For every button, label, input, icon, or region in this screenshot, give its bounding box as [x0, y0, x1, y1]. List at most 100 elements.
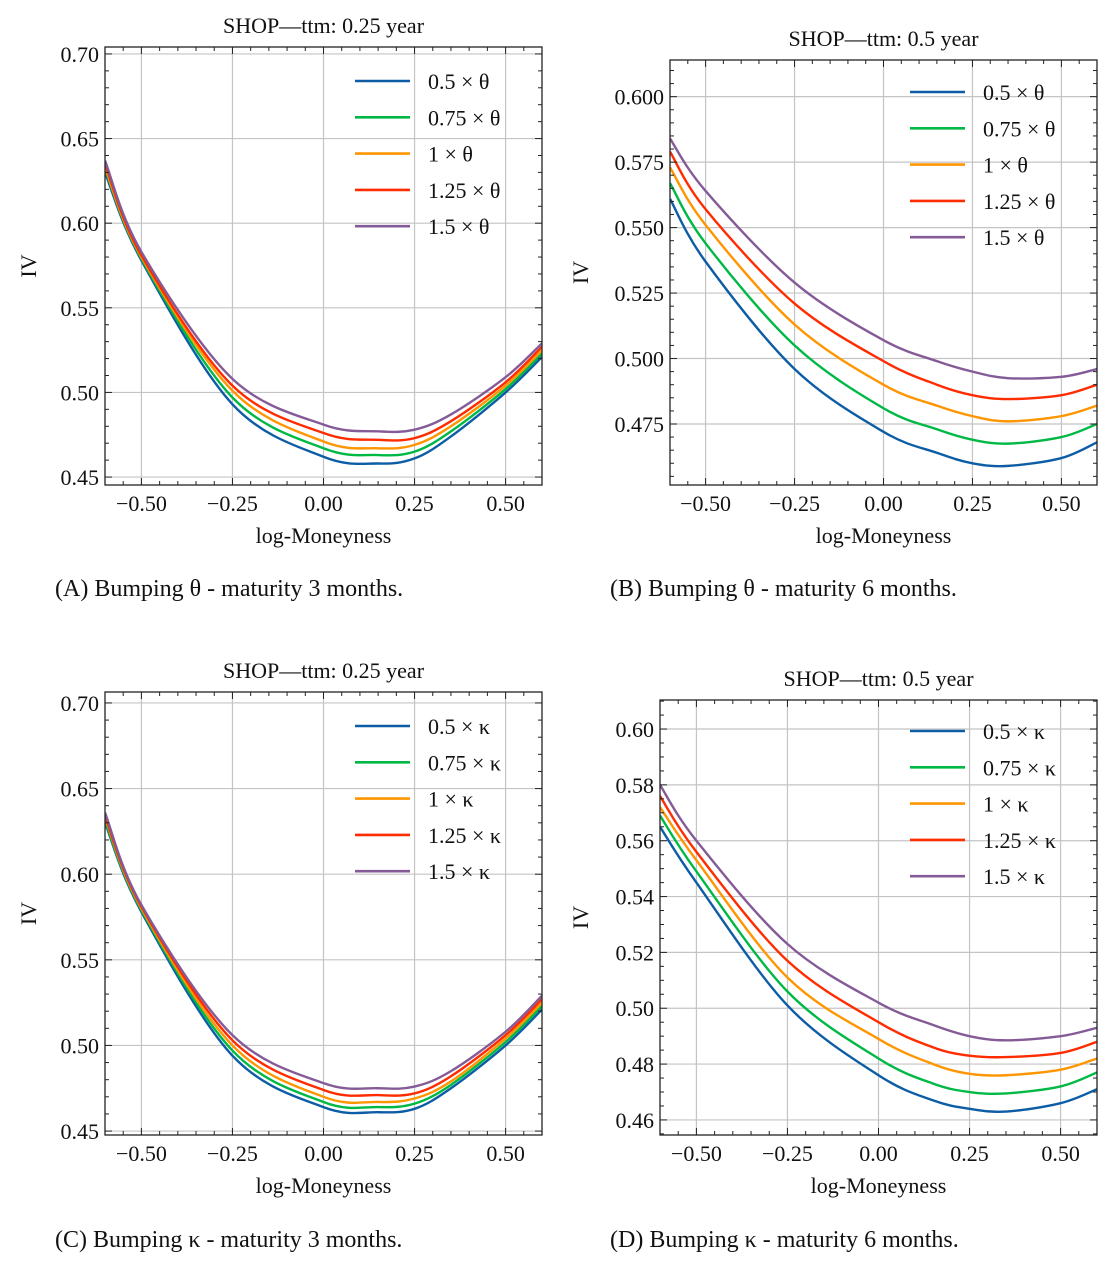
legend-label: 1.5 × θ — [983, 225, 1044, 250]
legend-label: 1.25 × θ — [983, 189, 1055, 214]
chart-title: SHOP—ttm: 0.25 year — [223, 658, 425, 683]
caption-text: Bumping θ - maturity 6 months. — [648, 576, 957, 602]
y-tick-label: 0.48 — [616, 1052, 655, 1077]
chart-title: SHOP—ttm: 0.25 year — [223, 13, 425, 38]
caption-d: (D) Bumping κ - maturity 6 months. — [610, 1227, 959, 1254]
x-tick-label: −0.25 — [207, 1141, 258, 1166]
legend-label: 0.75 × κ — [983, 755, 1056, 780]
caption-text: Bumping κ - maturity 6 months. — [649, 1227, 959, 1253]
legend-label: 1 × κ — [428, 787, 474, 812]
y-tick-label: 0.70 — [61, 691, 100, 716]
series-line-3 — [660, 806, 1097, 1077]
x-tick-label: −0.25 — [769, 491, 820, 516]
y-tick-label: 0.56 — [616, 829, 655, 854]
x-tick-label: 0.25 — [953, 491, 992, 516]
legend-label: 1.25 × κ — [983, 828, 1056, 853]
legend-label: 1 × κ — [983, 792, 1029, 817]
x-tick-label: 0.00 — [859, 1141, 898, 1166]
x-axis-label: log-Moneyness — [256, 523, 392, 548]
y-axis-label: IV — [568, 906, 593, 929]
x-tick-label: 0.00 — [304, 491, 343, 516]
legend-label: 0.75 × κ — [428, 750, 501, 775]
x-tick-label: 0.50 — [486, 1141, 525, 1166]
caption-label: (B) — [610, 576, 642, 602]
series-line-2 — [660, 814, 1097, 1096]
x-tick-label: −0.25 — [762, 1141, 813, 1166]
chart-panel-a: −0.50 −0.25 0.00 0.25 0.50 0.45 0.50 0.55 0.60 0.… — [16, 13, 543, 548]
x-tick-label: −0.50 — [671, 1141, 722, 1166]
caption-c: (C) Bumping κ - maturity 3 months. — [55, 1227, 402, 1254]
legend-label: 1.5 × θ — [428, 214, 489, 239]
caption-b: (B) Bumping θ - maturity 6 months. — [610, 576, 957, 603]
y-tick-label: 0.600 — [615, 85, 665, 110]
legend-label: 1.25 × θ — [428, 178, 500, 203]
series-line-5 — [670, 137, 1097, 380]
y-tick-label: 0.65 — [61, 127, 100, 152]
y-tick-label: 0.50 — [616, 996, 655, 1021]
y-tick-label: 0.60 — [61, 211, 100, 236]
caption-text: Bumping κ - maturity 3 months. — [93, 1227, 403, 1253]
series-line-4 — [660, 795, 1097, 1059]
x-tick-label: 0.25 — [950, 1141, 989, 1166]
x-axis-label: log-Moneyness — [811, 1173, 947, 1198]
y-tick-label: 0.58 — [616, 773, 655, 798]
caption-a: (A) Bumping θ - maturity 3 months. — [55, 576, 403, 603]
x-tick-label: 0.00 — [304, 1141, 343, 1166]
y-tick-label: 0.55 — [61, 948, 100, 973]
legend-label: 1 × θ — [428, 142, 473, 167]
chart-title: SHOP—ttm: 0.5 year — [783, 666, 974, 691]
y-axis-label: IV — [16, 902, 41, 925]
caption-label: (A) — [55, 576, 89, 602]
x-tick-label: 0.25 — [395, 1141, 434, 1166]
chart-panel-c: −0.50 −0.25 0.00 0.25 0.50 0.45 0.50 0.55 0.60 0.… — [16, 658, 543, 1198]
series-line-4 — [105, 163, 542, 442]
x-tick-label: 0.25 — [395, 491, 434, 516]
chart-title: SHOP—ttm: 0.5 year — [788, 26, 979, 51]
series-line-5 — [105, 812, 542, 1090]
legend-label: 0.75 × θ — [983, 116, 1055, 141]
y-tick-label: 0.500 — [615, 347, 665, 372]
legend-label: 0.75 × θ — [428, 105, 500, 130]
y-tick-label: 0.50 — [61, 380, 100, 405]
x-tick-label: 0.00 — [864, 491, 903, 516]
x-tick-label: −0.50 — [116, 491, 167, 516]
legend-label: 0.5 × θ — [428, 69, 489, 94]
series-line-1 — [670, 198, 1097, 468]
legend-label: 0.5 × κ — [428, 714, 490, 739]
legend-label: 1 × θ — [983, 153, 1028, 178]
x-axis-label: log-Moneyness — [256, 1173, 392, 1198]
chart-panel-b: −0.50 −0.25 0.00 0.25 0.50 0.475 0.500 0.525 0.5… — [568, 26, 1098, 548]
series-line-4 — [670, 151, 1097, 401]
y-tick-label: 0.525 — [615, 281, 665, 306]
caption-label: (D) — [610, 1227, 644, 1253]
y-tick-label: 0.46 — [616, 1108, 655, 1133]
y-tick-label: 0.65 — [61, 777, 100, 802]
series-line-1 — [660, 826, 1097, 1113]
y-tick-label: 0.45 — [61, 1119, 100, 1144]
series-line-5 — [105, 160, 542, 434]
caption-label: (C) — [55, 1227, 87, 1253]
y-tick-label: 0.54 — [616, 885, 655, 910]
chart-panel-d: −0.50 −0.25 0.00 0.25 0.50 0.46 0.48 0.50 0.52 0.… — [568, 666, 1098, 1198]
y-tick-label: 0.50 — [61, 1033, 100, 1058]
y-tick-label: 0.575 — [615, 150, 665, 175]
y-tick-label: 0.475 — [615, 412, 665, 437]
x-tick-label: 0.50 — [1042, 491, 1081, 516]
y-tick-label: 0.550 — [615, 216, 665, 241]
x-tick-label: −0.50 — [116, 1141, 167, 1166]
y-tick-label: 0.52 — [616, 940, 655, 965]
legend-label: 1.5 × κ — [983, 864, 1045, 889]
legend-label: 1.25 × κ — [428, 823, 501, 848]
x-axis-label: log-Moneyness — [816, 523, 952, 548]
x-tick-label: −0.50 — [680, 491, 731, 516]
caption-text: Bumping θ - maturity 3 months. — [94, 576, 404, 602]
series-line-2 — [670, 182, 1097, 445]
y-tick-label: 0.45 — [61, 465, 100, 490]
series-line-3 — [670, 166, 1097, 423]
legend-label: 1.5 × κ — [428, 859, 490, 884]
y-tick-label: 0.70 — [61, 42, 100, 67]
legend-label: 0.5 × θ — [983, 80, 1044, 105]
series-line-5 — [660, 784, 1097, 1042]
x-tick-label: −0.25 — [207, 491, 258, 516]
